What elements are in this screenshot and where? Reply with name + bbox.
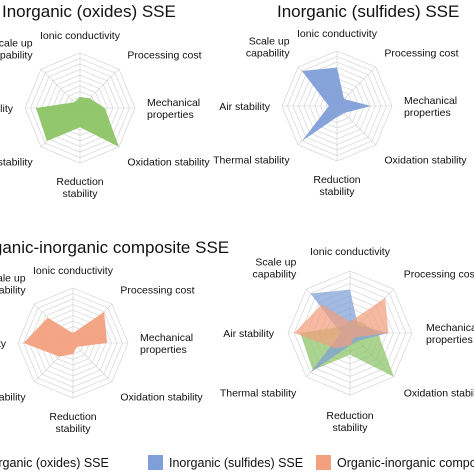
series-area-oxides <box>36 97 119 147</box>
axis-label-processing-cost: Processing cost <box>127 50 201 62</box>
axis-label-processing-cost: Processing cost <box>120 285 194 297</box>
legend: Inorganic (oxides) SSE Inorganic (sulfide… <box>0 455 474 470</box>
axis-label-reduction-stability: Reduction stability <box>56 176 103 200</box>
axis-label-ionic-conductivity: Ionic conductivity <box>297 28 378 40</box>
axis-label-reduction-stability: Reduction stability <box>326 410 373 434</box>
axis-label-mechanical-properties: Mechanical properties <box>426 322 474 346</box>
legend-swatch-inorganic-sulfides-sse <box>148 455 163 470</box>
axis-label-oxidation-stability: Oxidation stability <box>120 391 203 403</box>
axis-label-thermal-stability: Thermal stability <box>220 388 297 400</box>
chart-title: Organic-inorganic composite SSE <box>0 238 229 257</box>
axis-label-oxidation-stability: Oxidation stability <box>127 156 210 168</box>
axis-label-air-stability: Air stability <box>219 101 271 113</box>
radar-panel-comparison: Ionic conductivity Processing cost Mechani… <box>220 246 474 434</box>
legend-label-inorganic-sulfides-sse: Inorganic (sulfides) SSE <box>169 456 303 470</box>
grid-spoke <box>72 342 113 383</box>
series-area-sulfides <box>302 67 372 141</box>
grid-spoke <box>40 68 81 109</box>
axis-label-thermal-stability: Thermal stability <box>0 391 26 403</box>
chart-title: Inorganic (oxides) SSE <box>2 2 176 21</box>
axis-label-reduction-stability: Reduction stability <box>313 174 360 198</box>
axis-label-thermal-stability: Thermal stability <box>0 156 33 168</box>
axis-label-oxidation-stability: Oxidation stability <box>384 154 467 166</box>
series-area-organic-inorganic-composite-sse <box>294 297 389 349</box>
axis-label-air-stability: Air stability <box>0 103 14 115</box>
axis-label-ionic-conductivity: Ionic conductivity <box>40 30 121 42</box>
axis-label-ionic-conductivity: Ionic conductivity <box>310 246 391 258</box>
radar-panel-sulfides: Inorganic (sulfides) SSE Ionic conductivi… <box>213 2 467 198</box>
axis-label-ionic-conductivity: Ionic conductivity <box>33 265 114 277</box>
axis-label-mechanical-properties: Mechanical properties <box>140 332 193 356</box>
axis-label-mechanical-properties: Mechanical properties <box>147 97 200 121</box>
axis-label-air-stability: Air stability <box>0 338 7 350</box>
series-area-composite <box>23 311 108 357</box>
axis-label-processing-cost: Processing cost <box>404 268 474 280</box>
chart-title: Inorganic (sulfides) SSE <box>277 2 459 21</box>
axis-label-mechanical-properties: Mechanical properties <box>404 95 457 119</box>
axis-label-air-stability: Air stability <box>223 328 275 340</box>
legend-label-organic-inorganic-composite-sse: Organic-inorganic composite SSE <box>337 456 474 470</box>
axis-label-oxidation-stability: Oxidation stability <box>404 388 474 400</box>
legend-label-inorganic-oxides-sse: Inorganic (oxides) SSE <box>0 456 109 470</box>
radar-panel-oxides: Inorganic (oxides) SSE Ionic conductivity… <box>0 2 210 200</box>
legend-swatch-organic-inorganic-composite-sse <box>316 455 331 470</box>
axis-label-thermal-stability: Thermal stability <box>213 154 290 166</box>
axis-label-processing-cost: Processing cost <box>384 48 458 60</box>
radar-panel-composite: Organic-inorganic composite SSE Ionic con… <box>0 238 229 435</box>
axis-label-reduction-stability: Reduction stability <box>49 411 96 435</box>
